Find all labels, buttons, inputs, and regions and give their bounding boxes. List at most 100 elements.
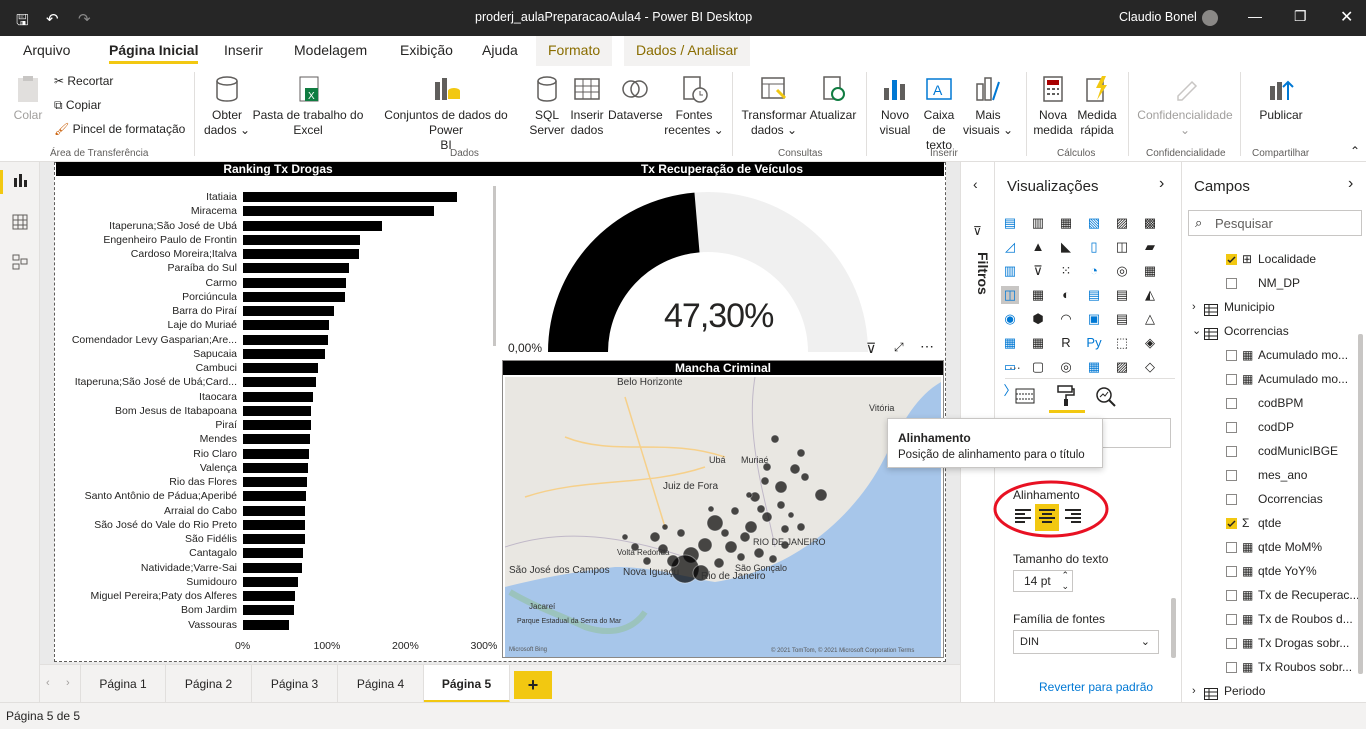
visual-type-icon[interactable]: ▲ — [1029, 238, 1047, 256]
bar[interactable] — [243, 505, 305, 516]
format-paint-roller-icon[interactable] — [1055, 384, 1077, 411]
tab-exibicao[interactable]: Exibição — [400, 42, 453, 58]
next-page-icon[interactable]: › — [66, 677, 70, 689]
field-item[interactable]: ▦ Tx de Roubos d... — [1182, 608, 1353, 630]
visual-type-icon[interactable]: ▦ — [1001, 334, 1019, 352]
align-left-icon[interactable] — [1013, 506, 1033, 529]
visual-type-icon[interactable]: ▨ — [1113, 358, 1131, 376]
bar[interactable] — [243, 234, 360, 245]
field-checkbox[interactable] — [1226, 494, 1237, 505]
field-item[interactable]: mes_ano — [1182, 464, 1352, 486]
bar[interactable] — [243, 448, 309, 459]
visual-type-icon[interactable]: ▤ — [1113, 286, 1131, 304]
bar[interactable] — [243, 591, 295, 601]
bar[interactable] — [243, 377, 316, 388]
field-item[interactable]: ▦ Tx Roubos sobr... — [1182, 656, 1352, 678]
restore-icon[interactable]: ❐ — [1294, 8, 1307, 24]
field-checkbox[interactable] — [1226, 590, 1237, 601]
tab-dados-analisar[interactable]: Dados / Analisar — [624, 36, 750, 66]
visual-type-icon[interactable]: ▢ — [1029, 358, 1047, 376]
reverter-link[interactable]: Reverter para padrão — [1039, 680, 1154, 694]
expand-chevron-icon[interactable]: › — [1192, 301, 1196, 313]
publicar-button[interactable]: Publicar — [1254, 74, 1308, 123]
visual-type-icon[interactable]: ▤ — [1113, 310, 1131, 328]
tamanho-stepper[interactable]: 14 pt ⌃ ⌄ — [1013, 570, 1073, 592]
visual-type-icon[interactable]: ▤ — [1001, 214, 1019, 232]
field-checkbox[interactable] — [1226, 422, 1237, 433]
field-checkbox[interactable] — [1226, 350, 1237, 361]
fields-scrollbar[interactable] — [1358, 334, 1363, 674]
field-checkbox[interactable] — [1226, 662, 1237, 673]
novo-visual-button[interactable]: Novo visual — [874, 74, 916, 138]
bar[interactable] — [243, 405, 312, 416]
field-item[interactable]: ▦ Acumulado mo... — [1182, 368, 1352, 390]
nova-medida-button[interactable]: Nova medida — [1030, 74, 1076, 138]
avatar[interactable] — [1202, 10, 1218, 26]
bar[interactable] — [243, 420, 311, 430]
bar[interactable] — [243, 619, 289, 630]
visual-type-icon[interactable]: ▧ — [1085, 214, 1103, 232]
visual-type-icon[interactable]: ▯ — [1085, 238, 1103, 256]
bar[interactable] — [243, 306, 335, 316]
field-item[interactable]: › Periodo — [1182, 680, 1352, 702]
tab-modelagem[interactable]: Modelagem — [294, 42, 368, 58]
ranking-visual[interactable]: Ranking Tx Drogas Itatiaia Miracema Itaper… — [56, 162, 500, 662]
recortar-button[interactable]: ✂ Recortar — [54, 74, 113, 88]
bar[interactable] — [243, 291, 346, 302]
bar[interactable] — [243, 277, 346, 288]
report-view-icon[interactable] — [12, 172, 28, 191]
tab-arquivo[interactable]: Arquivo — [23, 42, 71, 58]
dataverse-button[interactable]: Dataverse — [608, 74, 663, 123]
field-item[interactable]: ⌄ Ocorrencias — [1182, 320, 1352, 342]
fields-tab-icon[interactable] — [1015, 386, 1035, 409]
viz-scrollbar[interactable] — [1171, 598, 1176, 658]
align-right-icon[interactable] — [1063, 506, 1083, 529]
visual-type-icon[interactable]: ▦ — [1057, 214, 1075, 232]
visual-type-icon[interactable]: ▥ — [1001, 262, 1019, 280]
visual-type-icon[interactable]: ▦ — [1029, 286, 1047, 304]
visual-type-icon[interactable]: R — [1057, 334, 1075, 352]
visual-type-icon[interactable]: ▦ — [1085, 358, 1103, 376]
field-checkbox[interactable] — [1226, 518, 1237, 529]
bar[interactable] — [243, 249, 360, 259]
bar[interactable] — [243, 548, 304, 559]
ranking-scrollbar[interactable] — [493, 186, 496, 346]
visual-type-icon[interactable]: ⊽ — [1029, 262, 1047, 280]
map-visual[interactable]: Mancha Criminal Belo Horizonte Vitória U… — [502, 360, 944, 658]
field-checkbox[interactable] — [1226, 254, 1237, 265]
analytics-magnifier-icon[interactable] — [1095, 386, 1117, 411]
page-tab-2[interactable]: Página 2 — [166, 665, 252, 703]
bar[interactable] — [243, 320, 330, 331]
field-item[interactable]: › Municipio — [1182, 296, 1352, 318]
bar[interactable] — [243, 491, 306, 502]
caixa-texto-button[interactable]: A Caixa de texto — [916, 74, 962, 153]
visual-type-icon[interactable]: ◉ — [1001, 310, 1019, 328]
filter-icon[interactable]: ⊽ — [866, 340, 877, 356]
confidencialidade-button[interactable]: Confidencialidade ⌄ — [1134, 74, 1236, 138]
atualizar-button[interactable]: Atualizar — [808, 74, 858, 123]
visual-type-icon[interactable]: ◈ — [1141, 334, 1159, 352]
field-checkbox[interactable] — [1226, 446, 1237, 457]
field-item[interactable]: ▦ Tx Drogas sobr... — [1182, 632, 1352, 654]
visual-type-icon[interactable]: ▩ — [1141, 214, 1159, 232]
inserir-dados-button[interactable]: Inserir dados — [568, 74, 606, 138]
filters-label[interactable]: Filtros — [975, 252, 991, 295]
bar[interactable] — [243, 605, 295, 616]
bar[interactable] — [243, 576, 298, 587]
field-checkbox[interactable] — [1226, 638, 1237, 649]
pincel-button[interactable]: 🖌 Pincel de formatação — [54, 122, 185, 136]
expand-chevron-icon[interactable]: ⌄ — [1192, 325, 1202, 337]
chevron-right-icon[interactable]: › — [1348, 175, 1354, 192]
collapse-ribbon-icon[interactable]: ⌃ — [1350, 144, 1361, 158]
page-tab-3[interactable]: Página 3 — [252, 665, 338, 703]
field-item[interactable]: ▦ Tx de Recuperac... — [1182, 584, 1359, 606]
sql-server-button[interactable]: SQL Server — [528, 74, 566, 138]
bar[interactable] — [243, 434, 310, 445]
visual-type-icon[interactable]: ◫ — [1001, 286, 1019, 304]
align-center-icon[interactable] — [1035, 504, 1059, 531]
more-options-icon[interactable]: ⋯ — [920, 338, 934, 354]
fontes-recentes-button[interactable]: Fontes recentes ⌄ — [664, 74, 724, 138]
field-item[interactable]: Ocorrencias — [1182, 488, 1352, 510]
field-checkbox[interactable] — [1226, 614, 1237, 625]
